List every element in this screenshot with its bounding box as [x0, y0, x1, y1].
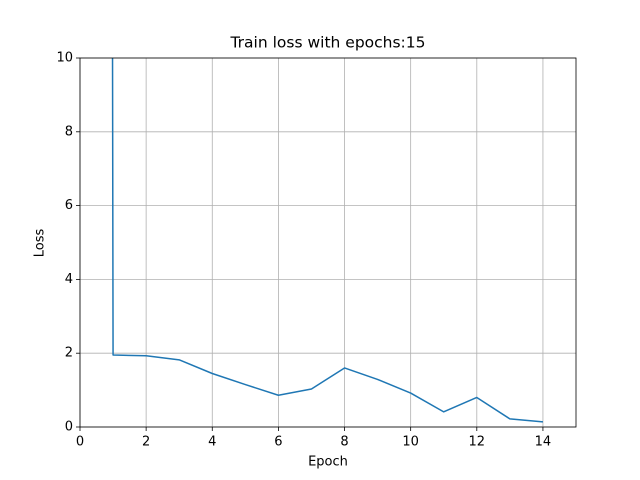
x-axis-label: Epoch [308, 455, 348, 470]
y-tick-label: 4 [65, 272, 73, 287]
y-tick-label: 6 [65, 198, 73, 213]
loss-line [111, 58, 543, 423]
plot-area [111, 58, 543, 423]
x-tick-label: 4 [208, 435, 216, 450]
x-tick-label: 2 [142, 435, 150, 450]
x-tick-label: 12 [469, 435, 486, 450]
y-tick-label: 10 [56, 51, 73, 66]
chart-title: Train loss with epochs:15 [229, 34, 425, 52]
y-tick-label: 0 [65, 420, 73, 435]
y-axis-label: Loss [33, 229, 48, 258]
x-tick-label: 10 [402, 435, 419, 450]
x-tick-label: 6 [274, 435, 282, 450]
y-tick-label: 8 [65, 124, 73, 139]
y-tick-label: 2 [65, 346, 73, 361]
x-tick-label: 8 [340, 435, 348, 450]
x-tick-label: 0 [76, 435, 84, 450]
axes-frame [79, 57, 577, 428]
x-tick-label: 14 [535, 435, 552, 450]
